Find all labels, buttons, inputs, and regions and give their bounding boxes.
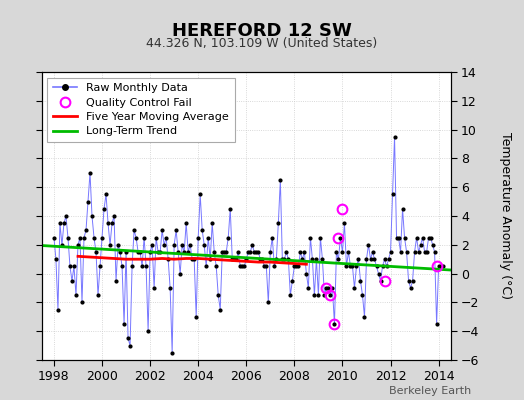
- Legend: Raw Monthly Data, Quality Control Fail, Five Year Moving Average, Long-Term Tren: Raw Monthly Data, Quality Control Fail, …: [48, 78, 235, 142]
- Text: Berkeley Earth: Berkeley Earth: [389, 386, 472, 396]
- Y-axis label: Temperature Anomaly (°C): Temperature Anomaly (°C): [499, 132, 512, 300]
- Text: 44.326 N, 103.109 W (United States): 44.326 N, 103.109 W (United States): [146, 37, 378, 50]
- Text: HEREFORD 12 SW: HEREFORD 12 SW: [172, 22, 352, 40]
